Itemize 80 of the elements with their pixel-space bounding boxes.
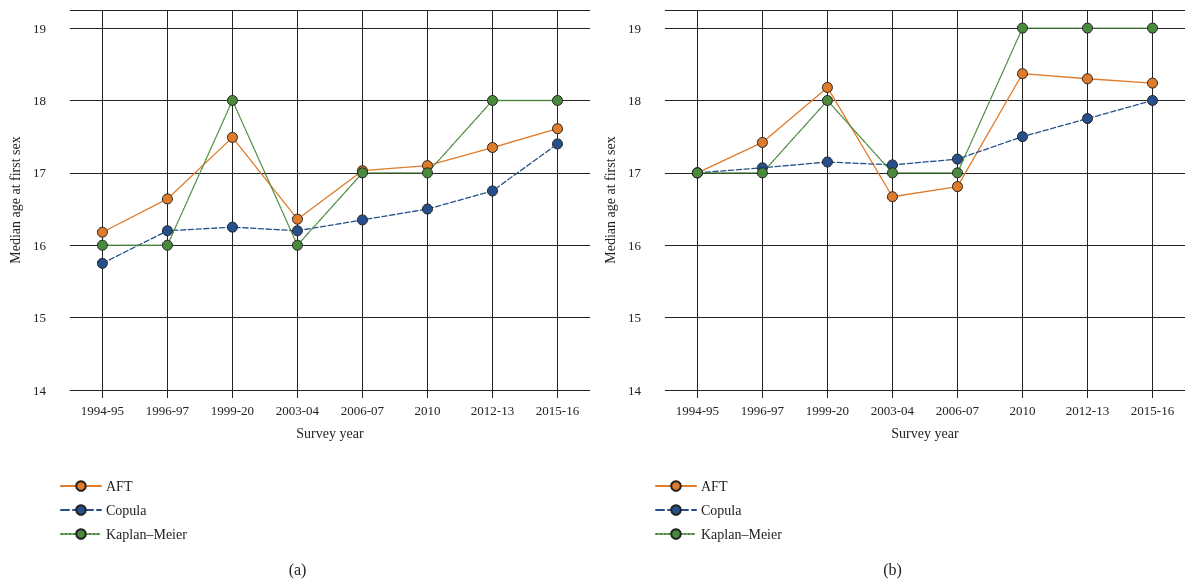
legend-label: Copula (701, 502, 743, 518)
y-tick-label: 15 (32, 310, 46, 326)
y-tick-label: 18 (32, 92, 46, 108)
point (226, 94, 238, 106)
x-tick-label: 2012-13 (470, 403, 515, 418)
x-tick-label: 2006-07 (935, 403, 980, 418)
point (1016, 68, 1028, 80)
x-tick-label: 2015-16 (1130, 403, 1175, 418)
y-tick-label: 17 (627, 165, 642, 181)
x-tick-label: 1999-20 (210, 403, 255, 418)
point (552, 138, 563, 150)
y-tick-label: 16 (627, 237, 642, 253)
point (886, 167, 898, 179)
x-axis-title: Survey year (891, 425, 959, 441)
point (1147, 22, 1158, 34)
point (161, 193, 173, 205)
y-tick-label: 15 (627, 310, 641, 326)
point (821, 156, 833, 168)
point (1081, 113, 1093, 125)
y-axis-title: Median age at first sex (7, 136, 23, 264)
y-tick-label: 14 (32, 382, 47, 398)
x-tick-label: 2006-07 (340, 403, 385, 418)
point (161, 225, 173, 237)
point (96, 226, 108, 238)
x-axis-title: Survey year (296, 425, 364, 441)
point (821, 94, 833, 106)
point (552, 94, 563, 106)
point (226, 131, 238, 143)
point (226, 221, 238, 233)
x-tick-label: 2010 (414, 403, 441, 418)
text: (b) (883, 560, 902, 579)
y-axis-title: Median age at first sex (602, 136, 618, 264)
point (486, 185, 498, 197)
y-tick-label: 18 (627, 92, 641, 108)
point (756, 136, 768, 148)
point (951, 167, 963, 179)
y-tick-label: 17 (32, 165, 47, 181)
point (486, 94, 498, 106)
point (291, 225, 303, 237)
text: (a) (288, 560, 307, 579)
y-tick-label: 19 (32, 20, 46, 36)
x-tick-label: 1996-97 (740, 403, 785, 418)
point (161, 239, 173, 251)
x-tick-label: 2012-13 (1065, 403, 1110, 418)
legend-label: Kaplan–Meier (701, 526, 783, 542)
x-tick-label: 1994-95 (675, 403, 720, 418)
x-tick-label: 1996-97 (145, 403, 190, 418)
x-tick-label: 2003-04 (870, 403, 915, 418)
x-tick-label: 2010 (1009, 403, 1036, 418)
point (486, 142, 498, 154)
y-tick-label: 19 (627, 20, 641, 36)
point (886, 191, 898, 203)
point (821, 81, 833, 93)
x-tick-label: 2003-04 (275, 403, 320, 418)
point (1081, 22, 1093, 34)
y-tick-label: 16 (32, 237, 47, 253)
point (291, 213, 303, 225)
point (1081, 73, 1093, 85)
x-tick-label: 1994-95 (80, 403, 125, 418)
point (1147, 94, 1158, 106)
point (421, 203, 433, 215)
point (1016, 22, 1028, 34)
point (356, 214, 368, 226)
legend-label: AFT (106, 478, 133, 494)
point (951, 153, 963, 165)
point (421, 167, 433, 179)
legend-label: Kaplan–Meier (106, 526, 188, 542)
point (96, 239, 108, 251)
y-tick-label: 14 (627, 382, 642, 398)
point (1147, 77, 1158, 89)
legend-label: AFT (701, 478, 728, 494)
x-tick-label: 1999-20 (805, 403, 850, 418)
point (96, 257, 108, 269)
legend-label: Copula (106, 502, 148, 518)
point (1016, 131, 1028, 143)
point (552, 123, 563, 135)
x-tick-label: 2015-16 (535, 403, 580, 418)
point (951, 181, 963, 193)
point (756, 167, 768, 179)
point (291, 239, 303, 251)
